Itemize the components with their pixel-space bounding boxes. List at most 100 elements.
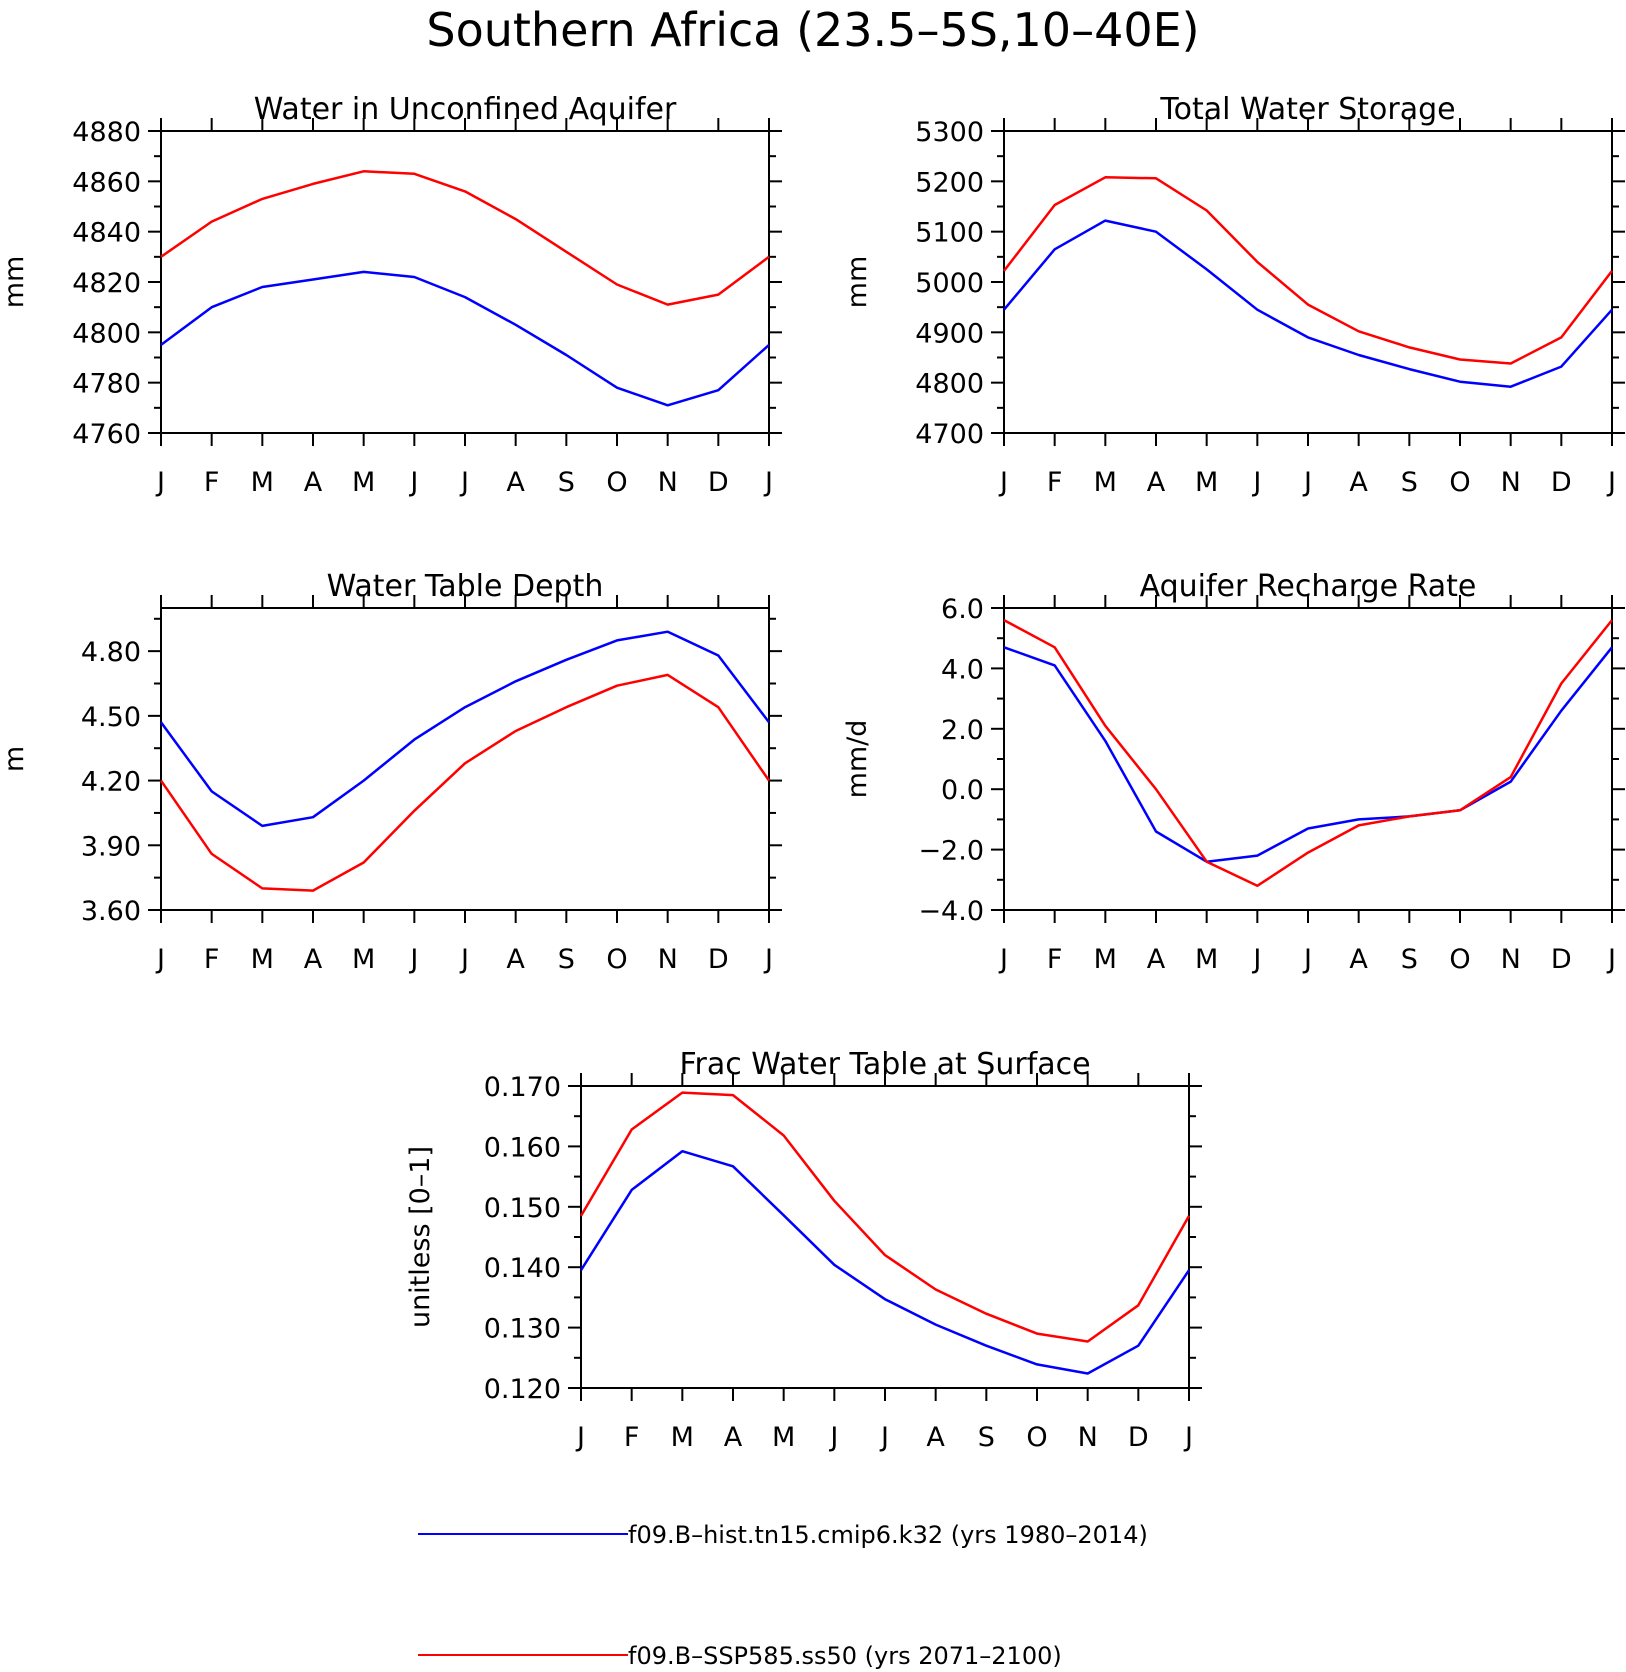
xtick-label: M: [352, 944, 375, 975]
ytick-label: 3.90: [81, 831, 141, 862]
xtick-label: F: [1047, 944, 1063, 975]
xtick-label: A: [1147, 467, 1166, 498]
yaxis-label: m: [0, 746, 30, 772]
xtick-label: J: [879, 1422, 889, 1453]
ytick-label: 6.0: [941, 594, 984, 625]
series-line-ssp: [1003, 176, 1613, 365]
xtick-label: S: [978, 1422, 995, 1453]
ytick-label: 0.120: [484, 1374, 561, 1405]
series-line-hist: [160, 270, 770, 407]
xtick-label: A: [304, 944, 323, 975]
xtick-label: J: [459, 944, 469, 975]
legend: f09.B–hist.tn15.cmip6.k32 (yrs 1980–2014…: [418, 1521, 1148, 1670]
ytick-label: 0.160: [484, 1132, 561, 1163]
xtick-label: M: [251, 944, 274, 975]
xtick-label: F: [204, 467, 220, 498]
series-line-ssp: [1003, 618, 1613, 888]
xtick-label: N: [658, 944, 678, 975]
ytick-label: 0.150: [484, 1193, 561, 1224]
xtick-label: J: [763, 944, 773, 975]
xtick-label: J: [1183, 1422, 1193, 1453]
xtick-label: O: [1026, 1422, 1047, 1453]
ytick-label: 5300: [915, 117, 984, 148]
ytick-label: 3.60: [81, 896, 141, 927]
ytick-label: −2.0: [918, 836, 984, 867]
xtick-label: J: [459, 467, 469, 498]
xtick-label: J: [1302, 944, 1312, 975]
series-line-ssp: [160, 170, 770, 306]
xtick-label: A: [926, 1422, 945, 1453]
xtick-label: M: [1195, 467, 1218, 498]
xtick-label: J: [998, 467, 1008, 498]
xtick-label: S: [558, 944, 575, 975]
legend-label-hist: f09.B–hist.tn15.cmip6.k32 (yrs 1980–2014…: [628, 1521, 1148, 1549]
yaxis-label: mm: [0, 256, 30, 309]
plot-frame: [1003, 130, 1613, 434]
xtick-label: O: [1449, 944, 1470, 975]
xtick-label: A: [1147, 944, 1166, 975]
xtick-label: D: [708, 467, 729, 498]
series-line-hist: [1003, 646, 1613, 863]
ytick-label: −4.0: [918, 896, 984, 927]
ytick-label: 0.140: [484, 1253, 561, 1284]
xtick-label: O: [1449, 467, 1470, 498]
ytick-label: 4800: [915, 369, 984, 400]
ytick-label: 4760: [72, 419, 141, 450]
plot-frame: [580, 1085, 1190, 1389]
xtick-label: F: [204, 944, 220, 975]
ytick-label: 4.20: [81, 767, 141, 798]
panel-aquifer-recharge-rate: Aquifer Recharge Rate−4.0−2.00.02.04.06.…: [842, 569, 1625, 975]
xtick-label: J: [155, 944, 165, 975]
ytick-label: 4780: [72, 369, 141, 400]
yaxis-label: mm: [842, 256, 873, 309]
legend-label-ssp: f09.B–SSP585.ss50 (yrs 2071–2100): [628, 1642, 1062, 1670]
xtick-label: J: [1251, 467, 1261, 498]
main-title: Southern Africa (23.5–5S,10–40E): [426, 3, 1199, 57]
xtick-label: J: [1606, 467, 1616, 498]
xtick-label: J: [575, 1422, 585, 1453]
xtick-label: S: [1401, 944, 1418, 975]
ytick-label: 5000: [915, 268, 984, 299]
xtick-label: J: [828, 1422, 838, 1453]
xtick-label: O: [606, 467, 627, 498]
xtick-label: M: [251, 467, 274, 498]
series-line-hist: [579, 1149, 1191, 1375]
yaxis-label: unitless [0–1]: [405, 1146, 436, 1328]
ytick-label: 0.0: [941, 775, 984, 806]
xtick-label: N: [1501, 467, 1521, 498]
xtick-label: S: [558, 467, 575, 498]
xtick-label: A: [1349, 944, 1368, 975]
series-line-ssp: [159, 673, 771, 892]
xtick-label: D: [1551, 467, 1572, 498]
ytick-label: 0.130: [484, 1314, 561, 1345]
ytick-label: 4880: [72, 117, 141, 148]
panel-total-water-storage: Total Water Storage470048004900500051005…: [842, 92, 1625, 498]
xtick-label: M: [671, 1422, 694, 1453]
ytick-label: 4.0: [941, 654, 984, 685]
ytick-label: 4.80: [81, 637, 141, 668]
panel-water-in-unconfined-aquifer: Water in Unconfined Aquifer4760478048004…: [0, 92, 782, 498]
xtick-label: M: [772, 1422, 795, 1453]
xtick-label: M: [352, 467, 375, 498]
xtick-label: A: [304, 467, 323, 498]
xtick-label: N: [1078, 1422, 1098, 1453]
xtick-label: J: [155, 467, 165, 498]
ytick-label: 4860: [72, 167, 141, 198]
xtick-label: J: [998, 944, 1008, 975]
xtick-label: D: [1128, 1422, 1149, 1453]
xtick-label: F: [624, 1422, 640, 1453]
xtick-label: M: [1094, 467, 1117, 498]
xtick-label: N: [1501, 944, 1521, 975]
series-line-hist: [1003, 219, 1613, 388]
xtick-label: D: [708, 944, 729, 975]
xtick-label: J: [408, 944, 418, 975]
xtick-label: S: [1401, 467, 1418, 498]
series-line-hist: [159, 630, 770, 828]
yaxis-label: mm/d: [842, 720, 873, 799]
xtick-label: J: [1606, 944, 1616, 975]
panel-frac-water-table-at-surface: Frac Water Table at Surface0.1200.1300.1…: [405, 1047, 1202, 1453]
ytick-label: 5100: [915, 218, 984, 249]
ytick-label: 4800: [72, 318, 141, 349]
plot-frame: [160, 130, 770, 434]
